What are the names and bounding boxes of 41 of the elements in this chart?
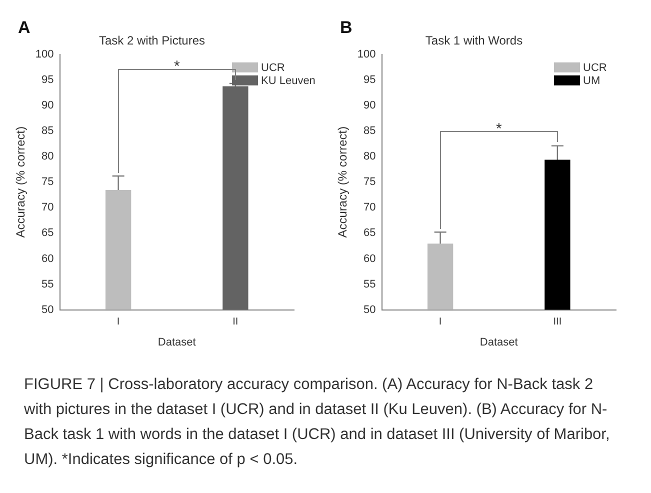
y-tick-label: 55 — [42, 278, 54, 290]
y-tick-label: 60 — [364, 252, 376, 265]
y-tick-label: 100 — [357, 48, 376, 60]
legend-label: UCR — [261, 62, 285, 74]
y-tick-label: 75 — [42, 176, 54, 188]
y-tick-label: 85 — [42, 125, 54, 138]
y-tick-label: 90 — [364, 100, 376, 112]
y-tick-label: 55 — [364, 278, 376, 290]
y-tick-label: 85 — [364, 125, 376, 138]
y-tick-label: 65 — [42, 227, 54, 240]
annotation: * — [496, 120, 502, 138]
x-tick-label: III — [553, 316, 562, 328]
y-tick-label: 50 — [364, 304, 376, 316]
y-tick-label: 100 — [35, 48, 54, 60]
x-tick-label: II — [232, 316, 238, 328]
x-tick-label: I — [116, 316, 120, 328]
text: A — [18, 18, 30, 38]
x-tick-label: I — [438, 316, 442, 328]
x-axis-title: Dataset — [480, 336, 518, 348]
y-tick-label: 50 — [42, 304, 54, 316]
caption: FIGURE 7 | Cross-laboratory accuracy comparison. (A) Accuracy for N-Back task 2 with pictures in the dataset I (UCR) and in dataset II (Ku Leuven). (B) Accuracy for N-Back task 1 with words in the dataset I (UCR) and in dataset III (University of Maribor, UM). *Indicates significance of p < 0.05. — [24, 375, 611, 470]
y-tick-label: 90 — [42, 100, 54, 112]
x-axis-title: Dataset — [158, 336, 196, 348]
y-tick-label: 70 — [42, 202, 54, 214]
text: B — [340, 18, 352, 38]
y-tick-label: 70 — [364, 202, 376, 214]
chart-title: Task 2 with Pictures — [98, 34, 206, 48]
y-tick-label: 75 — [364, 176, 376, 188]
legend-label: UCR — [583, 62, 607, 74]
annotation: * — [174, 58, 180, 76]
y-tick-label: 65 — [364, 227, 376, 240]
chart-title: Task 1 with Words — [425, 34, 523, 48]
y-tick-label: 95 — [42, 74, 54, 86]
legend-label: KU Leuven — [261, 74, 316, 87]
y-axis-title: Accuracy (% correct) — [14, 126, 28, 238]
y-tick-label: 80 — [42, 150, 54, 163]
y-axis-title: Accuracy (% correct) — [336, 126, 350, 238]
y-tick-label: 95 — [364, 74, 376, 86]
y-tick-label: 80 — [364, 150, 376, 163]
y-tick-label: 60 — [42, 252, 54, 265]
legend-label: UM — [583, 74, 600, 87]
